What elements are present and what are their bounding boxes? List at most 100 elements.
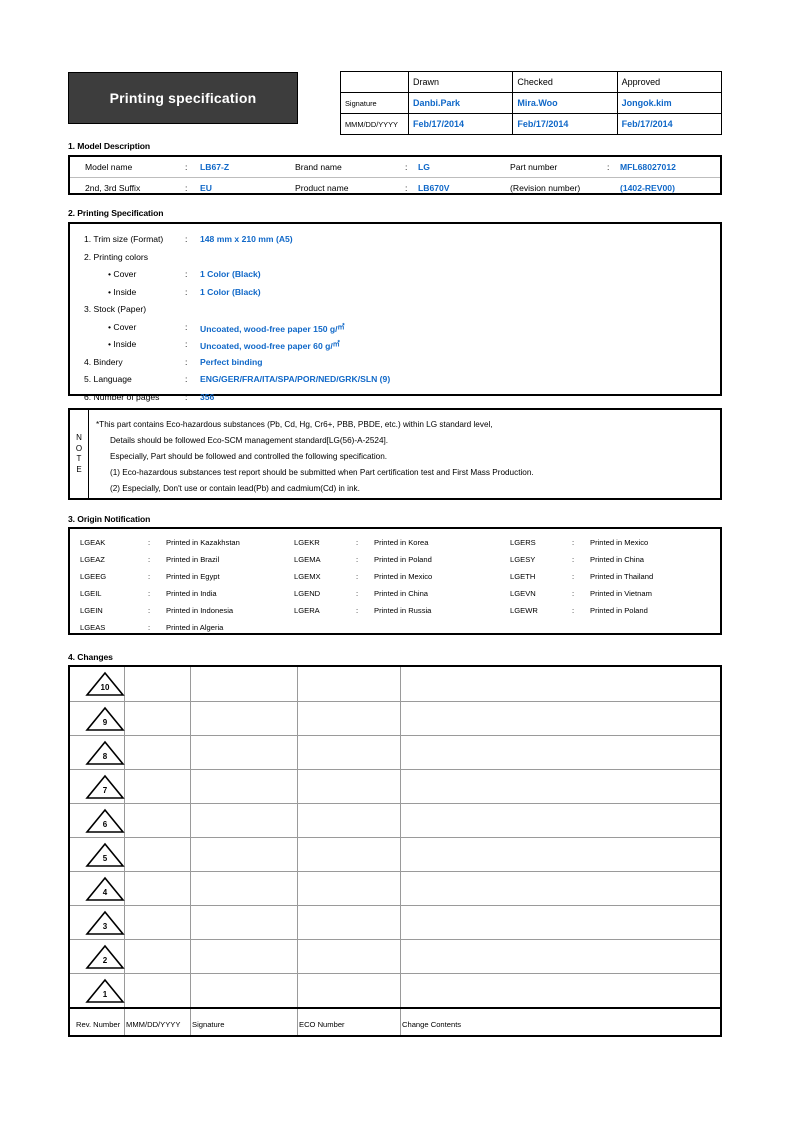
origin-colon: :	[572, 572, 575, 581]
origin-country: Printed in China	[590, 555, 645, 564]
origin-colon: :	[148, 589, 151, 598]
revision-number: 2	[102, 956, 108, 965]
origin-country: Printed in Russia	[374, 606, 432, 615]
signature-row-value: Feb/17/2014	[512, 113, 618, 135]
section-2-heading: 2. Printing Specification	[68, 208, 164, 218]
revision-triangle-icon: 10	[84, 671, 126, 697]
spec-colon: :	[185, 269, 188, 279]
revision-triangle-icon: 8	[84, 740, 126, 766]
revision-triangle-icon: 3	[84, 910, 126, 936]
spec-colon: :	[185, 321, 188, 332]
revision-number: 7	[102, 786, 108, 795]
origin-country: Printed in Mexico	[590, 538, 649, 547]
spec-colon: :	[185, 339, 188, 349]
origin-country: Printed in Kazakhstan	[166, 538, 240, 547]
spec-value: 148 mm x 210 mm (A5)	[200, 234, 293, 244]
changes-table: 10 9 8 7 6 5 4 3 2 1 Rev. Number MMM/DD/YYYY Signatu…	[68, 665, 722, 1037]
origin-country: Printed in Vietnam	[590, 589, 652, 598]
spec-row: • Inside: 1 Color (Black)	[70, 284, 720, 302]
spec-label: 2. Printing colors	[84, 251, 149, 262]
note-line: (1) Eco-hazardous substances test report…	[110, 468, 534, 477]
model-desc-value: LB670V	[418, 183, 450, 193]
model-desc-value: EU	[200, 183, 212, 193]
column-divider	[190, 667, 191, 1035]
revision-number: 3	[102, 922, 108, 931]
origin-code: LGEEG	[80, 572, 107, 581]
model-desc-label: Part number	[510, 162, 558, 172]
origin-country: Printed in Poland	[590, 606, 648, 615]
signature-row-value: Jongok.kim	[616, 92, 723, 114]
spec-row: 1. Trim size (Format): 148 mm x 210 mm (A…	[70, 231, 720, 249]
spec-value: 1 Color (Black)	[200, 269, 261, 279]
model-desc-colon: :	[185, 183, 188, 193]
origin-country: Printed in Brazil	[166, 555, 220, 564]
origin-code: LGEVN	[510, 589, 536, 598]
model-desc-label: Model name	[85, 162, 133, 172]
table-row: Signature Danbi.Park Mira.Woo Jongok.kim	[340, 92, 723, 114]
signature-table-header-cell: Drawn	[407, 71, 514, 93]
origin-country: Printed in Korea	[374, 538, 429, 547]
revision-number: 4	[102, 888, 108, 897]
spec-value: Perfect binding	[200, 356, 263, 367]
table-row: 4	[70, 871, 720, 906]
column-divider	[124, 667, 125, 1035]
origin-colon: :	[572, 589, 575, 598]
spec-row: 3. Stock (Paper)	[70, 301, 720, 319]
revision-triangle-icon: 7	[84, 774, 126, 800]
spec-colon: :	[185, 286, 188, 297]
table-row: 8	[70, 735, 720, 770]
spec-row: • Inside: Uncoated, wood-free paper 60 g/…	[70, 336, 720, 354]
spec-value: Uncoated, wood-free paper 150 g/㎡	[200, 323, 345, 334]
origin-colon: :	[356, 572, 359, 581]
origin-country: Printed in Mexico	[374, 572, 433, 581]
signature-row-value: Feb/17/2014	[616, 113, 723, 135]
note-label-letter: E	[76, 464, 82, 474]
note-line: *This part contains Eco-hazardous substa…	[96, 420, 493, 429]
origin-code: LGEAZ	[80, 555, 105, 564]
spec-label: 4. Bindery	[84, 356, 123, 367]
signature-row-value: Danbi.Park	[407, 92, 514, 114]
model-desc-label: Product name	[295, 183, 349, 193]
origin-colon: :	[148, 572, 151, 581]
revision-triangle-icon: 5	[84, 842, 126, 868]
revision-triangle-icon: 4	[84, 876, 126, 902]
revision-number: 5	[102, 854, 108, 863]
origin-code: LGEWR	[510, 606, 538, 615]
signature-table-header-cell: Approved	[616, 71, 723, 93]
spec-row: • Cover: 1 Color (Black)	[70, 266, 720, 284]
revision-triangle-icon: 9	[84, 706, 126, 732]
spec-colon: :	[185, 374, 188, 384]
spec-label: • Inside	[108, 286, 137, 297]
origin-code: LGEKR	[294, 538, 320, 547]
spec-row: • Cover: Uncoated, wood-free paper 150 g/…	[70, 319, 720, 337]
revision-number: 1	[102, 990, 108, 999]
origin-country: Printed in Thailand	[590, 572, 654, 581]
spec-label: 1. Trim size (Format)	[84, 234, 164, 244]
spec-label: • Cover	[108, 269, 137, 279]
revision-number: 8	[102, 752, 108, 761]
table-row: 2nd, 3rd Suffix: EU Product name: LB670V (Re…	[70, 177, 720, 198]
revision-triangle-icon: 1	[84, 978, 126, 1004]
spec-value: 1 Color (Black)	[200, 286, 261, 297]
origin-colon: :	[572, 538, 575, 547]
spec-colon: :	[185, 234, 188, 244]
origin-colon: :	[356, 555, 359, 564]
printing-specification-table: 1. Trim size (Format): 148 mm x 210 mm (A…	[68, 222, 722, 402]
origin-notification-table: LGEAK: Printed in Kazakhstan LGEAZ: Printed…	[68, 527, 722, 635]
table-row: 10	[70, 667, 720, 701]
signature-table-header-cell	[340, 71, 409, 93]
model-desc-colon: :	[405, 162, 408, 172]
changes-footer-cell: MMM/DD/YYYY	[126, 1020, 181, 1029]
spec-value: ENG/GER/FRA/ITA/SPA/POR/NED/GRK/SLN (9)	[200, 374, 391, 384]
spec-label: • Inside	[108, 339, 137, 349]
spec-label: • Cover	[108, 321, 137, 332]
origin-country: Printed in Poland	[374, 555, 432, 564]
origin-code: LGEMX	[294, 572, 321, 581]
revision-number: 6	[102, 820, 108, 829]
table-row: 6	[70, 803, 720, 838]
note-content: *This part contains Eco-hazardous substa…	[88, 410, 720, 498]
model-desc-label: (Revision number)	[510, 183, 581, 193]
signature-row-value: Feb/17/2014	[407, 113, 514, 135]
origin-code: LGESY	[510, 555, 536, 564]
